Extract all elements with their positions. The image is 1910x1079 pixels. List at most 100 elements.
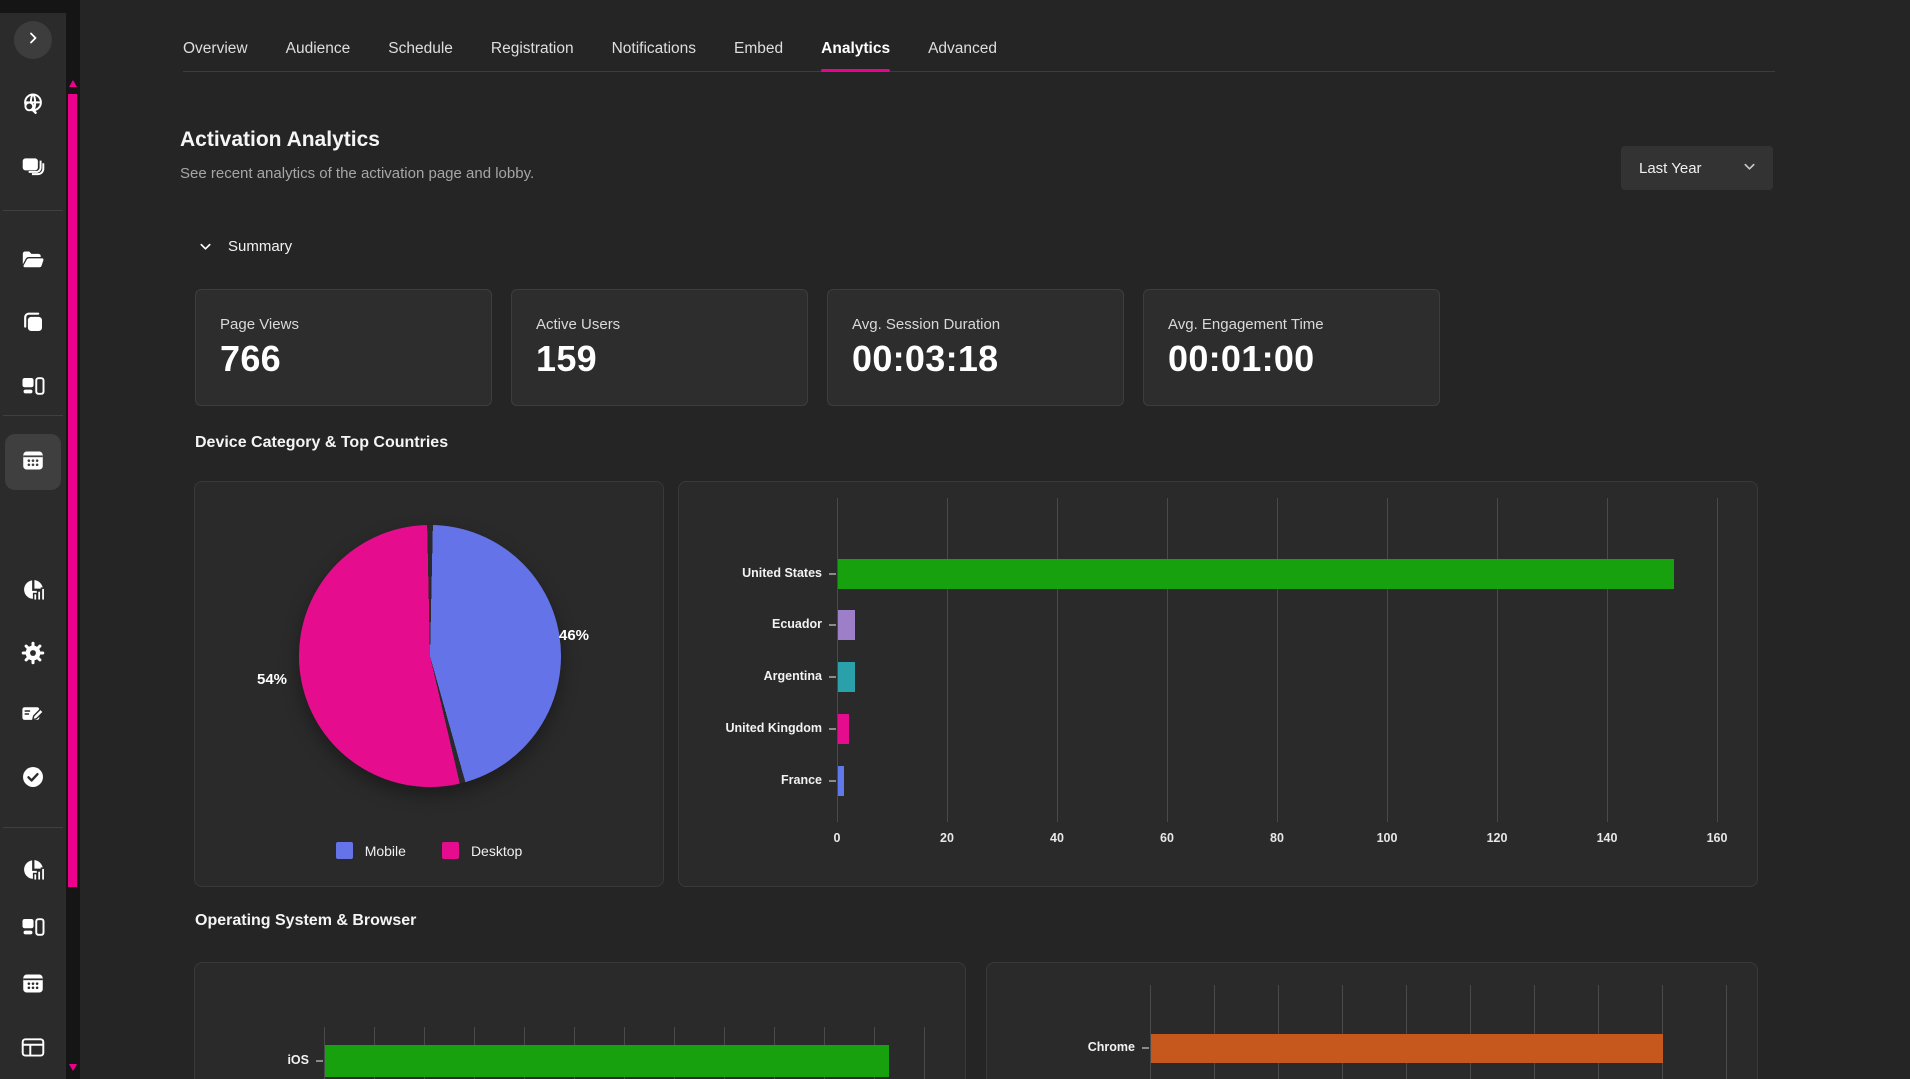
gridline bbox=[1342, 985, 1343, 1079]
stat-value: 766 bbox=[220, 338, 281, 379]
gridline-160 bbox=[1717, 498, 1718, 822]
sidebar-divider bbox=[3, 210, 63, 211]
stat-label: Active Users bbox=[536, 316, 621, 333]
scrollbar-down-arrow[interactable] bbox=[68, 1064, 77, 1071]
folder-open-icon bbox=[20, 247, 46, 278]
category-label-ios: iOS bbox=[287, 1053, 309, 1067]
scrollbar-up-arrow[interactable] bbox=[68, 80, 77, 87]
sidebar-expand-button[interactable] bbox=[14, 21, 52, 59]
stat-card-session-duration: Avg. Session Duration 00:03:18 bbox=[827, 289, 1124, 406]
legend-swatch-desktop bbox=[441, 842, 459, 859]
gridline-20 bbox=[947, 498, 948, 822]
gridline-120 bbox=[1497, 498, 1498, 822]
gridline bbox=[1150, 985, 1151, 1079]
stat-label: Page Views bbox=[220, 316, 299, 333]
x-tick-label: 80 bbox=[1270, 831, 1284, 845]
bar-argentina bbox=[838, 662, 855, 692]
sidebar-item-tasks[interactable] bbox=[5, 751, 61, 807]
gridline bbox=[1534, 985, 1535, 1079]
category-label-united-kingdom: United Kingdom bbox=[725, 721, 822, 735]
sidebar-item-settings[interactable] bbox=[5, 627, 61, 683]
media-device-icon bbox=[20, 373, 46, 404]
tab-advanced[interactable]: Advanced bbox=[928, 40, 998, 57]
x-tick-label: 0 bbox=[833, 831, 841, 845]
sidebar-item-calendar-2[interactable] bbox=[5, 957, 61, 1013]
media-device-icon bbox=[20, 914, 46, 945]
gridline bbox=[324, 1027, 325, 1079]
stat-label: Avg. Session Duration bbox=[852, 316, 1001, 333]
x-tick-label: 60 bbox=[1160, 831, 1174, 845]
date-range-dropdown[interactable]: Last Year bbox=[1621, 146, 1773, 190]
tab-schedule[interactable]: Schedule bbox=[388, 40, 453, 57]
pie-chart-bars-icon bbox=[20, 577, 46, 608]
axis-tick bbox=[829, 728, 836, 730]
stat-card-active-users: Active Users 159 bbox=[511, 289, 808, 406]
sidebar-item-media-2[interactable] bbox=[5, 901, 61, 957]
stat-value: 159 bbox=[536, 338, 597, 379]
pie-legend: Mobile Desktop bbox=[195, 842, 663, 859]
x-tick-label: 40 bbox=[1050, 831, 1064, 845]
tab-overview[interactable]: Overview bbox=[183, 40, 248, 57]
sidebar-item-library[interactable] bbox=[5, 234, 61, 290]
card-edit-icon bbox=[20, 701, 46, 732]
calendar-icon bbox=[20, 447, 46, 478]
summary-section-label: Summary bbox=[228, 238, 293, 255]
stat-card-page-views: Page Views 766 bbox=[195, 289, 492, 406]
legend-item-desktop[interactable]: Desktop bbox=[441, 842, 522, 859]
gridline-0 bbox=[837, 498, 838, 822]
tab-notifications[interactable]: Notifications bbox=[611, 40, 697, 57]
gridline-60 bbox=[1167, 498, 1168, 822]
legend-swatch-mobile bbox=[335, 842, 353, 859]
gridline bbox=[1214, 985, 1215, 1079]
section-heading-device-countries: Device Category & Top Countries bbox=[195, 434, 449, 451]
sidebar-item-discover[interactable] bbox=[5, 78, 61, 134]
category-label-ecuador: Ecuador bbox=[771, 617, 822, 631]
stat-value: 00:03:18 bbox=[852, 338, 999, 379]
section-heading-os-browser: Operating System & Browser bbox=[195, 912, 417, 929]
page-title: Activation Analytics bbox=[180, 128, 380, 151]
sidebar-item-media[interactable] bbox=[5, 360, 61, 416]
sidebar-item-analytics[interactable] bbox=[5, 564, 61, 620]
top-countries-bar-card: 0 20 40 60 80 100 120 140 160 United States Ecuado… bbox=[678, 481, 1758, 887]
tab-embed[interactable]: Embed bbox=[734, 40, 784, 57]
tab-analytics[interactable]: Analytics bbox=[821, 40, 890, 72]
sidebar-item-events-active[interactable] bbox=[5, 434, 61, 490]
gridline-140 bbox=[1607, 498, 1608, 822]
sidebar-item-pages[interactable] bbox=[5, 140, 61, 196]
chevron-down-icon bbox=[1742, 159, 1757, 178]
legend-item-mobile[interactable]: Mobile bbox=[335, 842, 406, 859]
sidebar-item-templates[interactable] bbox=[5, 296, 61, 352]
gridline bbox=[924, 1027, 925, 1079]
sidebar-divider bbox=[3, 415, 63, 416]
pie-label-desktop-pct: 54% bbox=[257, 671, 288, 688]
bar-chrome bbox=[1151, 1034, 1664, 1063]
stat-value: 00:01:00 bbox=[1168, 338, 1315, 379]
axis-tick bbox=[829, 780, 836, 782]
gridline-80 bbox=[1277, 498, 1278, 822]
tab-audience[interactable]: Audience bbox=[285, 40, 351, 57]
x-tick-label: 20 bbox=[940, 831, 954, 845]
x-tick-label: 120 bbox=[1486, 831, 1508, 845]
tab-registration[interactable]: Registration bbox=[490, 40, 574, 57]
sidebar bbox=[0, 0, 66, 1079]
bar-united-states bbox=[838, 559, 1674, 589]
category-label-united-states: United States bbox=[742, 566, 822, 580]
sidebar-item-layout[interactable] bbox=[5, 1022, 61, 1078]
scrollbar-thumb[interactable] bbox=[68, 94, 77, 887]
date-range-value: Last Year bbox=[1639, 159, 1702, 177]
x-tick-label: 100 bbox=[1376, 831, 1398, 845]
bar-france bbox=[838, 766, 844, 796]
copy-icon bbox=[20, 309, 46, 340]
stat-label: Avg. Engagement Time bbox=[1168, 316, 1324, 333]
sidebar-item-reports[interactable] bbox=[5, 844, 61, 900]
pie-label-mobile-pct: 46% bbox=[559, 627, 590, 644]
sidebar-item-registration[interactable] bbox=[5, 688, 61, 744]
summary-section-toggle[interactable]: Summary bbox=[198, 238, 292, 255]
gridline bbox=[1278, 985, 1279, 1079]
globe-search-icon bbox=[20, 91, 46, 122]
device-category-pie-card: 46% 54% Mobile Desktop bbox=[194, 481, 664, 887]
summary-cards: Page Views 766 Active Users 159 Avg. Ses… bbox=[195, 289, 1440, 406]
gridline bbox=[1470, 985, 1471, 1079]
panel-layout-icon bbox=[20, 1035, 46, 1066]
browser-bar-card: Chrome bbox=[986, 962, 1758, 1079]
